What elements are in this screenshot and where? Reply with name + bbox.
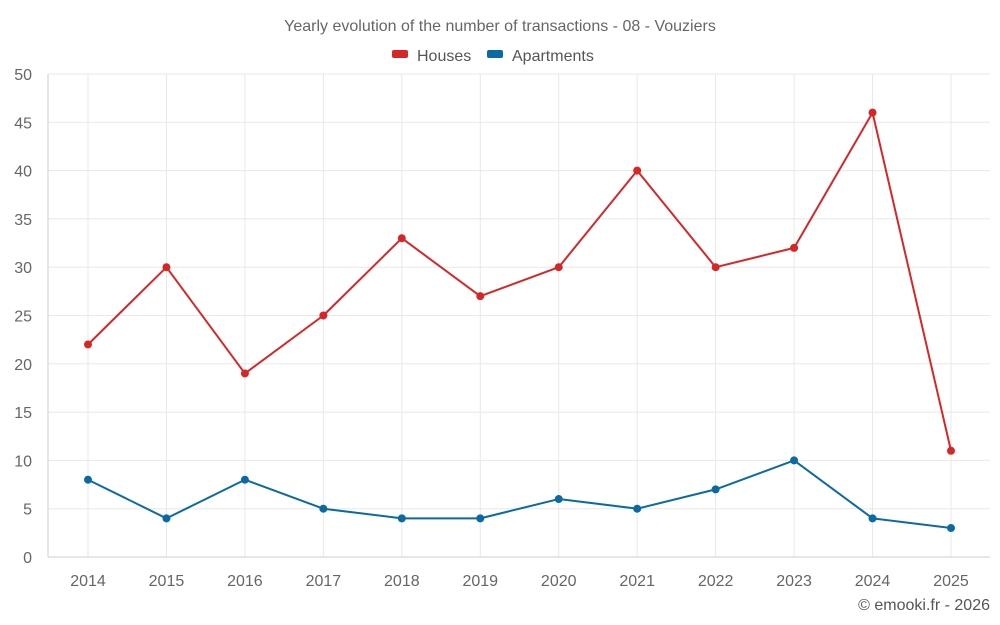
houses-data-point [84,340,92,349]
apartments-data-point [711,485,720,494]
apartments-data-point [554,495,563,504]
apartments-data-point [947,524,955,533]
x-tick-label: 2021 [619,573,655,590]
x-tick-label: 2017 [306,573,342,590]
x-tick-label: 2025 [933,573,969,590]
houses-data-point [397,234,406,243]
x-tick-label: 2019 [462,573,498,590]
houses-data-point [162,263,171,272]
series-layer [84,108,955,533]
y-tick-label: 10 [14,453,32,470]
houses-data-point [319,311,328,320]
apartments-data-point [790,456,799,465]
apartments-series-line [87,459,952,530]
y-tick-label: 15 [14,405,32,422]
apartments-data-point [84,475,92,484]
x-tick-label: 2014 [70,573,106,590]
y-tick-label: 30 [14,260,32,277]
legend-item-apartments: Apartments [487,48,594,65]
legend-item-houses: Houses [392,48,471,65]
houses-data-point [947,446,955,455]
legend: Houses Apartments [392,48,594,65]
apartments-data-point [162,514,171,523]
x-tick-label: 2024 [855,573,891,590]
apartments-data-point [319,504,328,513]
chart-title: Yearly evolution of the number of transa… [284,18,716,35]
houses-legend-swatch [392,50,408,58]
houses-data-point [240,369,249,378]
y-tick-label: 5 [23,502,32,519]
apartments-data-point [240,475,249,484]
y-tick-label: 0 [23,550,32,567]
y-tick-label: 20 [14,357,32,374]
houses-data-point [476,292,485,301]
apartments-legend-swatch [487,50,503,58]
apartments-data-point [633,504,642,513]
x-tick-label: 2023 [776,573,812,590]
apartments-data-point [476,514,485,523]
y-tick-label: 25 [14,309,32,326]
houses-data-point [790,243,799,252]
y-tick-label: 50 [14,67,32,84]
houses-legend-label: Houses [417,48,471,65]
houses-data-point [711,263,720,272]
houses-series-line [87,111,952,452]
y-tick-label: 35 [14,212,32,229]
houses-data-point [633,166,642,175]
grid-layer [48,73,990,557]
houses-data-point [554,263,563,272]
copyright-text: © emooki.fr - 2026 [858,597,990,614]
y-tick-label: 40 [14,164,32,181]
x-tick-label: 2020 [541,573,577,590]
x-tick-label: 2018 [384,573,420,590]
x-tick-label: 2022 [698,573,734,590]
apartments-legend-label: Apartments [512,48,594,65]
x-tick-label: 2016 [227,573,263,590]
y-tick-label: 45 [14,115,32,132]
apartments-data-point [397,514,406,523]
x-tick-label: 2015 [149,573,185,590]
apartments-data-point [868,514,877,523]
houses-data-point [868,108,877,117]
axis-layer [47,74,990,558]
